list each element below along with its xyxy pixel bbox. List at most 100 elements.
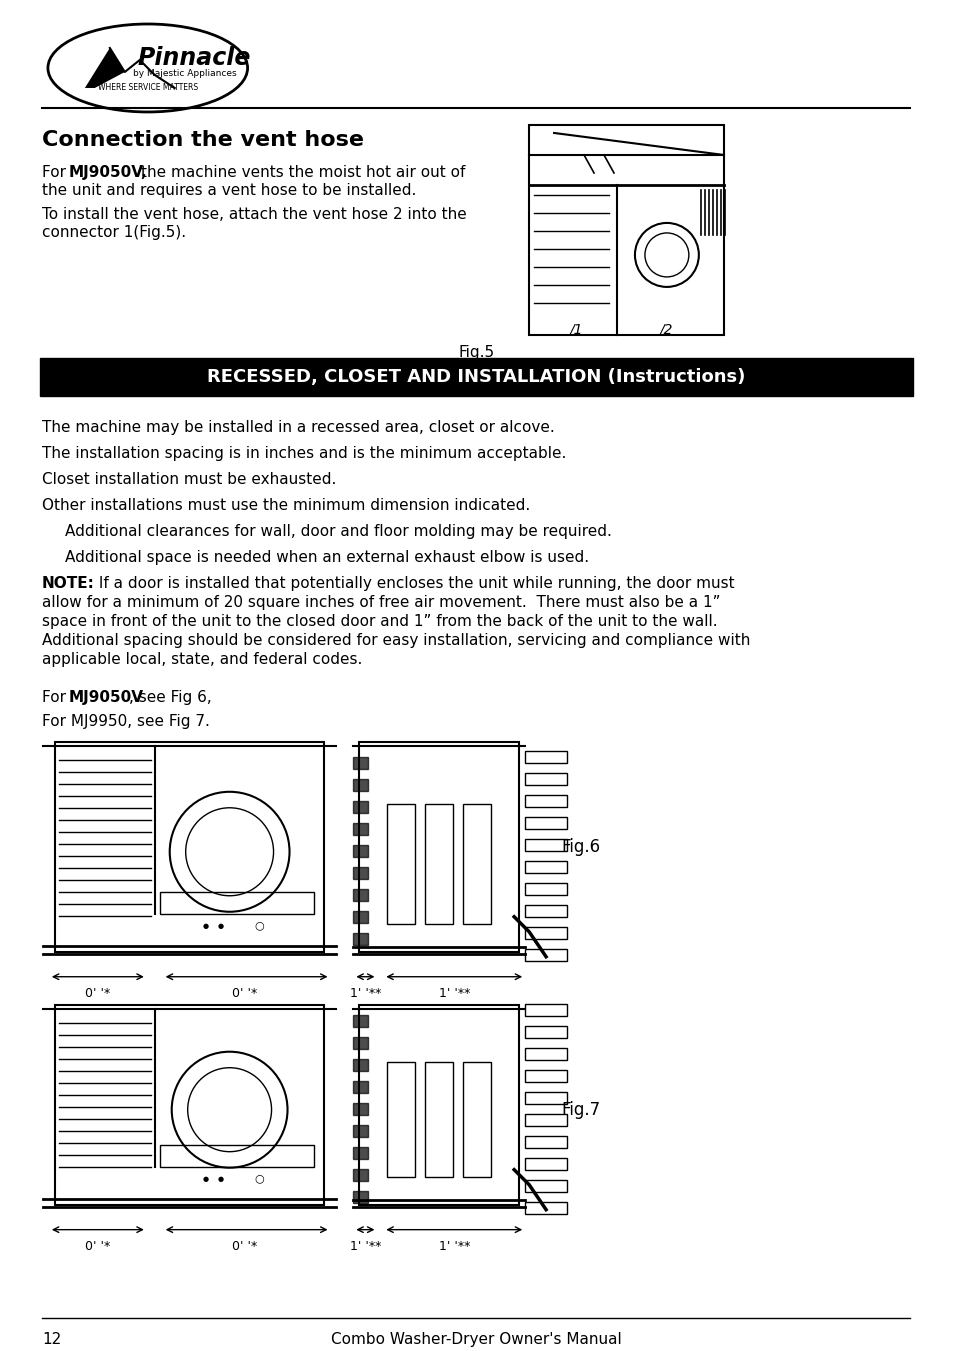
Polygon shape — [85, 49, 125, 88]
Text: 1' '**: 1' '** — [438, 986, 470, 1000]
Bar — [524, 1092, 566, 1104]
Polygon shape — [353, 823, 368, 835]
Text: The machine may be installed in a recessed area, closet or alcove.: The machine may be installed in a recess… — [42, 420, 554, 435]
Bar — [359, 742, 518, 951]
Text: 1' '**: 1' '** — [350, 986, 380, 1000]
Bar — [524, 817, 566, 828]
Polygon shape — [353, 1059, 368, 1071]
Text: 12: 12 — [42, 1332, 61, 1347]
Text: ●: ● — [202, 923, 209, 928]
Bar — [159, 1144, 314, 1167]
Text: /1: /1 — [568, 323, 582, 336]
Text: For: For — [42, 165, 71, 180]
Text: 0' '*: 0' '* — [232, 986, 257, 1000]
Polygon shape — [353, 778, 368, 790]
Bar — [524, 1025, 566, 1038]
Bar — [524, 794, 566, 807]
Text: If a door is installed that potentially encloses the unit while running, the doo: If a door is installed that potentially … — [93, 576, 734, 590]
Bar — [463, 804, 491, 924]
Bar — [524, 751, 566, 763]
Polygon shape — [353, 1124, 368, 1136]
Bar — [524, 1136, 566, 1148]
Polygon shape — [353, 932, 368, 944]
Polygon shape — [353, 1102, 368, 1115]
Text: To install the vent hose, attach the vent hose 2 into the: To install the vent hose, attach the ven… — [42, 207, 466, 222]
Text: Additional spacing should be considered for easy installation, servicing and com: Additional spacing should be considered … — [42, 632, 749, 648]
Polygon shape — [353, 801, 368, 813]
Text: RECESSED, CLOSET AND INSTALLATION (Instructions): RECESSED, CLOSET AND INSTALLATION (Instr… — [207, 367, 744, 386]
Text: space in front of the unit to the closed door and 1” from the back of the unit t: space in front of the unit to the closed… — [42, 613, 717, 628]
Bar — [524, 773, 566, 785]
Bar — [524, 948, 566, 961]
Bar — [524, 1048, 566, 1059]
Bar — [159, 892, 314, 913]
Text: ○: ○ — [254, 1174, 264, 1183]
Bar — [524, 861, 566, 873]
Text: Fig.5: Fig.5 — [457, 345, 494, 359]
Bar — [463, 1062, 491, 1177]
Text: 0' '*: 0' '* — [85, 986, 111, 1000]
Text: ●: ● — [202, 1175, 209, 1182]
Polygon shape — [353, 844, 368, 857]
Text: 1' '**: 1' '** — [350, 1240, 380, 1252]
Text: allow for a minimum of 20 square inches of free air movement.  There must also b: allow for a minimum of 20 square inches … — [42, 594, 720, 609]
Text: ●: ● — [217, 1175, 224, 1182]
Bar — [529, 124, 723, 335]
Bar — [524, 839, 566, 851]
Bar — [55, 742, 324, 951]
Text: applicable local, state, and federal codes.: applicable local, state, and federal cod… — [42, 651, 362, 667]
Text: the unit and requires a vent hose to be installed.: the unit and requires a vent hose to be … — [42, 182, 416, 199]
Bar — [425, 804, 453, 924]
Text: Combo Washer-Dryer Owner's Manual: Combo Washer-Dryer Owner's Manual — [331, 1332, 621, 1347]
Polygon shape — [353, 911, 368, 923]
Text: The installation spacing is in inches and is the minimum acceptable.: The installation spacing is in inches an… — [42, 446, 566, 461]
Bar — [524, 882, 566, 894]
Text: Closet installation must be exhausted.: Closet installation must be exhausted. — [42, 471, 336, 486]
Bar — [55, 1005, 324, 1205]
Text: NOTE:: NOTE: — [42, 576, 94, 590]
Bar — [524, 1113, 566, 1125]
Polygon shape — [353, 1081, 368, 1093]
Text: ○: ○ — [254, 921, 264, 931]
Bar — [359, 1005, 518, 1205]
Text: Pinnacle: Pinnacle — [138, 46, 251, 70]
Polygon shape — [353, 1147, 368, 1159]
Bar — [40, 358, 913, 396]
Polygon shape — [353, 1169, 368, 1181]
Text: , see Fig 6,: , see Fig 6, — [129, 690, 212, 705]
Bar — [524, 1004, 566, 1016]
Text: MJ9050V,: MJ9050V, — [69, 165, 148, 180]
Polygon shape — [353, 889, 368, 901]
Text: the machine vents the moist hot air out of: the machine vents the moist hot air out … — [141, 165, 465, 180]
Text: For MJ9950, see Fig 7.: For MJ9950, see Fig 7. — [42, 713, 210, 728]
Bar — [524, 927, 566, 939]
Polygon shape — [353, 757, 368, 769]
Text: Fig.7: Fig.7 — [560, 1101, 599, 1119]
Text: MJ9050V: MJ9050V — [69, 690, 144, 705]
Text: connector 1(Fig.5).: connector 1(Fig.5). — [42, 224, 186, 240]
Bar — [387, 804, 415, 924]
Text: /2: /2 — [659, 323, 672, 336]
Text: Additional clearances for wall, door and floor molding may be required.: Additional clearances for wall, door and… — [65, 524, 611, 539]
Bar — [524, 1070, 566, 1082]
Polygon shape — [353, 1015, 368, 1027]
Text: Other installations must use the minimum dimension indicated.: Other installations must use the minimum… — [42, 499, 530, 513]
Text: For: For — [42, 690, 71, 705]
Text: ●: ● — [217, 923, 224, 928]
Polygon shape — [353, 1190, 368, 1202]
Text: 1' '**: 1' '** — [438, 1240, 470, 1252]
Bar — [387, 1062, 415, 1177]
Text: Fig.6: Fig.6 — [560, 838, 599, 855]
Bar — [524, 1201, 566, 1213]
Bar — [524, 1158, 566, 1170]
Text: Connection the vent hose: Connection the vent hose — [42, 130, 363, 150]
Text: 0' '*: 0' '* — [85, 1240, 111, 1252]
Polygon shape — [353, 1036, 368, 1048]
Text: WHERE SERVICE MATTERS: WHERE SERVICE MATTERS — [97, 84, 197, 92]
Bar — [524, 905, 566, 917]
Text: Additional space is needed when an external exhaust elbow is used.: Additional space is needed when an exter… — [65, 550, 588, 565]
Polygon shape — [353, 867, 368, 878]
Text: by Majestic Appliances: by Majestic Appliances — [132, 69, 236, 78]
Bar — [524, 1179, 566, 1192]
Text: 0' '*: 0' '* — [232, 1240, 257, 1252]
